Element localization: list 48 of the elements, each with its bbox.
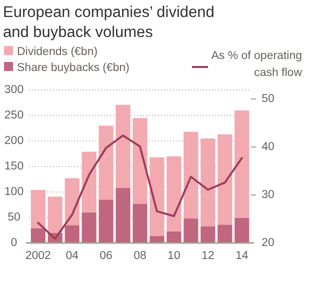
x-tick-label: 12 <box>202 250 214 262</box>
bar <box>184 218 198 243</box>
y-tick-label: 100 <box>4 186 24 198</box>
y-tick-label: 0 <box>10 237 18 249</box>
bar <box>98 126 114 200</box>
y-tick-label: 250 <box>4 110 24 122</box>
bar <box>82 212 96 243</box>
y-tick-label: 150 <box>4 160 24 172</box>
bar <box>200 138 216 226</box>
x-tick-label: 10 <box>168 250 180 262</box>
bar <box>218 134 232 225</box>
line-series <box>37 134 243 240</box>
bar <box>98 200 114 243</box>
legend-label: Dividends (€bn) <box>17 46 98 58</box>
y-tick-label: 300 <box>4 84 24 96</box>
bar <box>82 152 96 212</box>
legend-label: Share buybacks (€bn) <box>17 62 130 74</box>
y2-tick-label: 20 <box>262 237 274 249</box>
x-tick-label: 2002 <box>25 250 51 262</box>
bar <box>166 231 182 243</box>
bar <box>166 156 182 232</box>
bar <box>116 188 130 243</box>
bar <box>48 196 62 233</box>
bar <box>132 204 148 243</box>
bar <box>200 226 216 243</box>
chart-title: European companies’ dividend and buyback volumes <box>3 4 214 41</box>
y-tick-label: 50 <box>8 212 20 224</box>
x-tick-label: 14 <box>235 250 249 262</box>
bar <box>132 118 148 204</box>
bar <box>234 110 250 218</box>
bar <box>150 236 164 243</box>
y2-tick-label: 50 <box>262 93 274 105</box>
bar <box>218 224 232 243</box>
bar <box>30 190 46 228</box>
y2-tick-label: 30 <box>262 189 274 201</box>
x-tick-label: 06 <box>100 250 112 262</box>
bar <box>234 218 250 243</box>
bar <box>30 228 46 243</box>
bar <box>116 104 130 188</box>
bar <box>64 225 80 243</box>
y-tick-label: 200 <box>4 135 24 147</box>
bar <box>150 157 164 236</box>
bar <box>64 178 80 226</box>
x-tick-label: 04 <box>66 250 80 262</box>
bar <box>184 132 198 219</box>
y2-tick-label: 40 <box>262 141 274 153</box>
x-tick-label: 08 <box>134 250 146 262</box>
legend-label: As % of operating cash flow <box>211 50 303 79</box>
